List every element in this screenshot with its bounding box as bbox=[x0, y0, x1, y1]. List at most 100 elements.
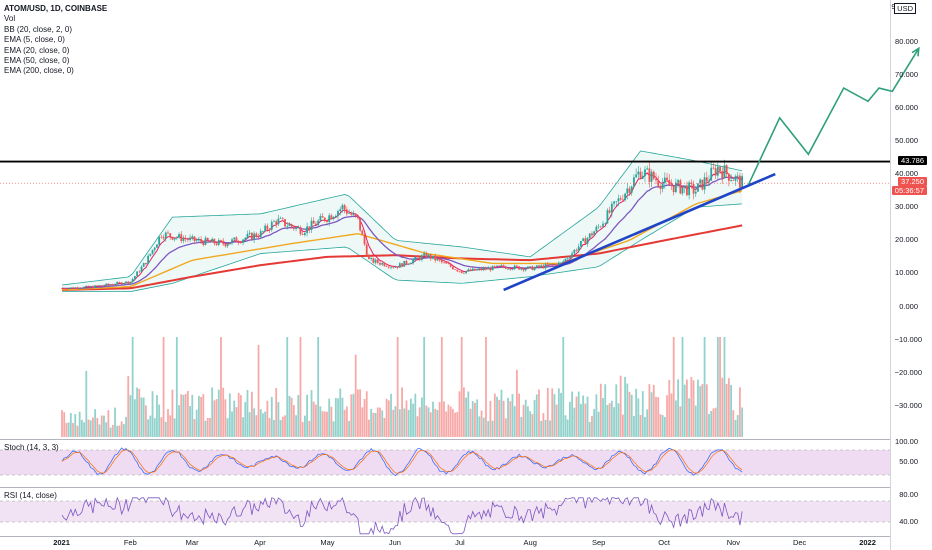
candle-body bbox=[89, 286, 92, 287]
candle-body bbox=[476, 269, 479, 271]
candle-body bbox=[710, 167, 713, 181]
rsi-line bbox=[61, 496, 743, 536]
volume-bar bbox=[264, 411, 267, 437]
indicator-ema200[interactable]: EMA (200, close, 0) bbox=[4, 66, 74, 76]
volume-bar bbox=[80, 419, 83, 437]
volume-bar bbox=[74, 414, 77, 437]
candle-body bbox=[253, 233, 256, 240]
volume-bar bbox=[467, 391, 470, 437]
bb-upper-line bbox=[61, 150, 743, 286]
volume-bar bbox=[604, 384, 607, 437]
volume-bar bbox=[661, 414, 664, 437]
candle-body bbox=[341, 205, 344, 210]
candle-body bbox=[493, 265, 496, 267]
volume-bar bbox=[348, 420, 350, 437]
candle-body bbox=[129, 281, 132, 284]
volume-bar bbox=[423, 337, 426, 437]
volume-bar bbox=[145, 405, 147, 437]
candle-body bbox=[295, 227, 297, 229]
indicator-bb[interactable]: BB (20, close, 2, 0) bbox=[4, 24, 73, 34]
volume-bar bbox=[721, 377, 724, 437]
candle-body bbox=[109, 284, 112, 286]
resistance-price-badge: 43.786 bbox=[898, 156, 927, 165]
chart-legend: ATOM/USD, 1D, COINBASE Vol BB (20, close… bbox=[4, 4, 107, 77]
candle-body bbox=[357, 216, 359, 218]
price-axis-label: −30.000 bbox=[894, 400, 922, 410]
volume-bar bbox=[312, 401, 315, 437]
volume-bar bbox=[690, 377, 693, 437]
volume-bar bbox=[105, 422, 108, 437]
volume-bar bbox=[531, 413, 534, 437]
volume-bar bbox=[405, 400, 408, 437]
candle-body bbox=[456, 269, 459, 272]
candle-body bbox=[407, 263, 410, 265]
volume-bar bbox=[191, 394, 194, 437]
candle-body bbox=[630, 186, 633, 193]
candle-body bbox=[723, 165, 726, 179]
price-axis-label: 20.000 bbox=[895, 235, 918, 245]
volume-bar bbox=[72, 423, 74, 437]
candle-body bbox=[215, 243, 218, 245]
candle-body bbox=[87, 285, 90, 287]
volume-bar bbox=[164, 421, 167, 437]
volume-bar bbox=[226, 418, 229, 437]
candle-body bbox=[546, 263, 549, 265]
candle-body bbox=[471, 268, 474, 271]
volume-bar bbox=[339, 388, 342, 437]
volume-bar bbox=[180, 394, 183, 437]
candle-body bbox=[398, 263, 401, 268]
time-axis-label: Nov bbox=[726, 538, 741, 547]
volume-bar bbox=[708, 414, 710, 437]
candle-body bbox=[321, 216, 324, 218]
candle-body bbox=[100, 285, 103, 286]
volume-bar bbox=[213, 400, 216, 437]
volume-label[interactable]: Vol bbox=[4, 14, 16, 24]
candle-body bbox=[421, 255, 423, 260]
candle-body bbox=[292, 226, 295, 229]
currency-button[interactable]: USD bbox=[894, 3, 916, 14]
candle-body bbox=[551, 263, 554, 265]
time-axis-label: Aug bbox=[523, 538, 537, 547]
volume-bar bbox=[462, 387, 465, 437]
candle-body bbox=[641, 175, 644, 179]
volume-bar bbox=[100, 415, 103, 437]
volume-bar bbox=[699, 386, 702, 437]
volume-bar bbox=[151, 391, 154, 437]
volume-bar bbox=[401, 387, 403, 437]
rsi-pane-title[interactable]: RSI (14, close) bbox=[4, 491, 57, 500]
volume-bar bbox=[374, 412, 377, 437]
candle-body bbox=[443, 262, 445, 263]
candle-body bbox=[72, 287, 74, 289]
symbol-title[interactable]: ATOM/USD, 1D, COINBASE bbox=[4, 4, 108, 13]
volume-bar bbox=[679, 406, 682, 437]
price-axis-label: 50.000 bbox=[895, 136, 918, 145]
candle-body bbox=[286, 226, 289, 227]
candle-body bbox=[661, 183, 664, 189]
candle-body bbox=[504, 266, 507, 269]
volume-bar bbox=[648, 384, 651, 437]
candle-body bbox=[376, 259, 379, 263]
indicator-ema5[interactable]: EMA (5, close, 0) bbox=[4, 35, 65, 45]
candle-body bbox=[449, 264, 452, 267]
candle-body bbox=[164, 232, 167, 239]
volume-bar bbox=[127, 376, 130, 437]
indicator-ema20[interactable]: EMA (20, close, 0) bbox=[4, 45, 70, 55]
candle-body bbox=[657, 180, 660, 186]
volume-bar bbox=[429, 412, 432, 437]
volume-bar bbox=[149, 415, 152, 437]
candle-body bbox=[184, 238, 187, 240]
candle-body bbox=[158, 236, 161, 245]
volume-bar bbox=[672, 337, 675, 437]
stoch-pane-title[interactable]: Stoch (14, 3, 3) bbox=[4, 443, 59, 452]
candle-body bbox=[727, 173, 730, 181]
candle-body bbox=[736, 175, 739, 177]
indicator-ema50[interactable]: EMA (50, close, 0) bbox=[4, 56, 70, 66]
volume-bar bbox=[650, 392, 653, 437]
candle-body bbox=[582, 238, 585, 241]
volume-bar bbox=[63, 412, 66, 437]
volume-bar bbox=[122, 424, 125, 437]
candle-body bbox=[610, 203, 613, 213]
volume-bar bbox=[273, 419, 275, 437]
price-axis-label: 10.000 bbox=[895, 268, 918, 278]
